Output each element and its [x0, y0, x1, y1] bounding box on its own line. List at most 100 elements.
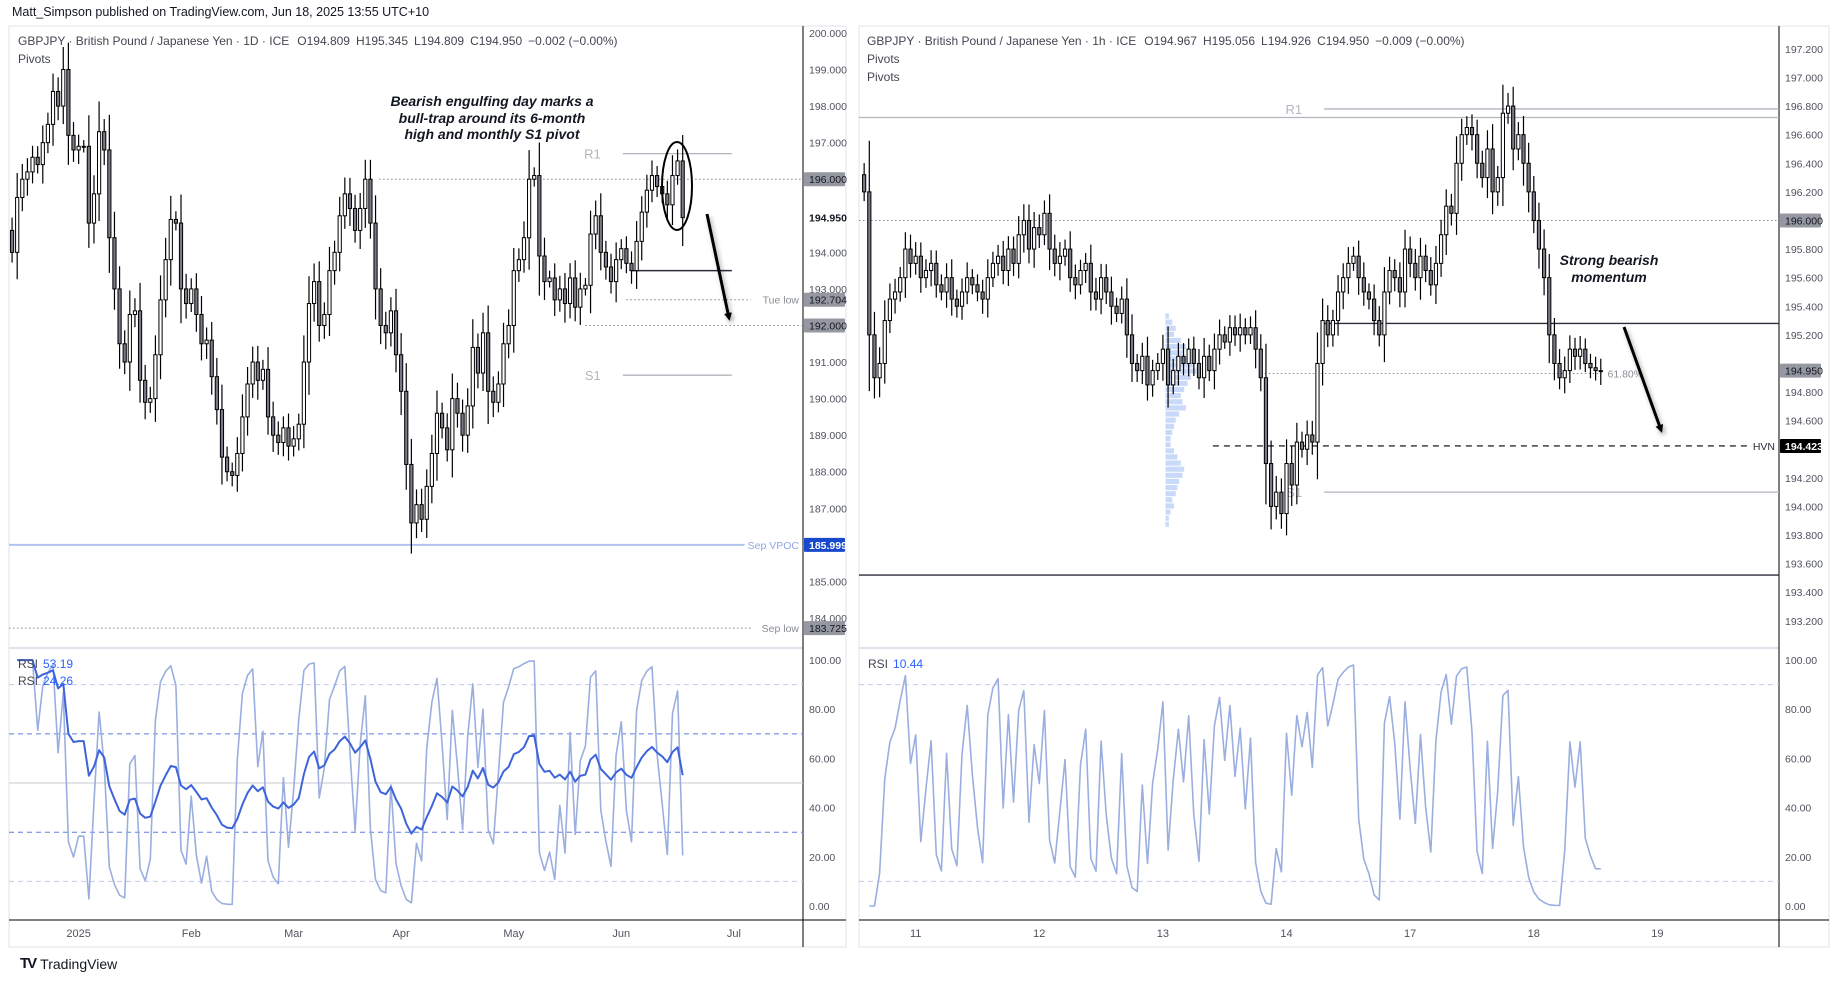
candle[interactable]: [608, 253, 614, 294]
candle[interactable]: [985, 259, 990, 318]
rsi-line-2[interactable]: [869, 664, 1601, 907]
candle[interactable]: [1531, 175, 1536, 234]
candle[interactable]: [184, 273, 189, 319]
candle[interactable]: [1093, 277, 1099, 311]
candle[interactable]: [81, 140, 86, 153]
candle[interactable]: [1155, 353, 1160, 380]
candle[interactable]: [1253, 310, 1258, 369]
rsi-legend[interactable]: RSI 10.44: [868, 657, 923, 671]
candle[interactable]: [352, 194, 358, 243]
candle[interactable]: [35, 146, 40, 174]
candle[interactable]: [990, 251, 996, 287]
candle[interactable]: [1284, 439, 1289, 536]
candle[interactable]: [1057, 242, 1062, 281]
candle[interactable]: [639, 196, 644, 261]
candle[interactable]: [1516, 122, 1521, 161]
candle[interactable]: [76, 134, 81, 165]
candle[interactable]: [1392, 259, 1397, 292]
indicator-pivots[interactable]: Pivots: [867, 52, 900, 66]
candle[interactable]: [1459, 118, 1464, 181]
candle[interactable]: [1001, 240, 1006, 285]
candle[interactable]: [1490, 124, 1495, 215]
candle[interactable]: [1449, 193, 1454, 226]
candle[interactable]: [1052, 234, 1057, 277]
candle[interactable]: [877, 347, 882, 398]
candle[interactable]: [1547, 254, 1552, 364]
candle[interactable]: [20, 163, 25, 212]
candle[interactable]: [573, 260, 578, 322]
candle[interactable]: [1526, 142, 1531, 213]
candle[interactable]: [61, 46, 66, 125]
candle[interactable]: [1140, 342, 1145, 385]
candle[interactable]: [265, 347, 271, 435]
candle[interactable]: [1351, 246, 1356, 271]
candle[interactable]: [908, 234, 913, 278]
candle[interactable]: [970, 269, 975, 295]
candle[interactable]: [872, 311, 877, 399]
price-tag[interactable]: 192.000: [804, 318, 847, 333]
candle[interactable]: [460, 399, 465, 452]
candle[interactable]: [1536, 202, 1542, 269]
candle[interactable]: [887, 283, 893, 334]
candle[interactable]: [898, 266, 903, 302]
price-tag[interactable]: 194.950: [1780, 363, 1823, 378]
indicator-pivots[interactable]: Pivots: [18, 52, 51, 66]
candle[interactable]: [204, 327, 209, 359]
candle[interactable]: [1408, 236, 1413, 278]
candle[interactable]: [465, 388, 470, 453]
candle[interactable]: [337, 196, 342, 272]
candle[interactable]: [107, 114, 112, 273]
candle[interactable]: [368, 159, 373, 239]
candle[interactable]: [552, 263, 557, 316]
candle[interactable]: [91, 175, 97, 244]
candle[interactable]: [644, 174, 649, 228]
candle[interactable]: [1583, 338, 1588, 373]
candle[interactable]: [117, 266, 122, 369]
candle[interactable]: [50, 73, 56, 146]
rsi-line-14[interactable]: [17, 659, 684, 835]
candle[interactable]: [393, 288, 399, 373]
candle[interactable]: [1222, 326, 1227, 349]
candle[interactable]: [1165, 326, 1171, 408]
candle[interactable]: [1294, 422, 1299, 505]
candle[interactable]: [1006, 236, 1011, 286]
candle[interactable]: [1073, 264, 1078, 300]
candle[interactable]: [470, 319, 475, 429]
candle[interactable]: [1356, 240, 1361, 295]
candle[interactable]: [40, 125, 45, 184]
candle[interactable]: [506, 309, 511, 359]
candle[interactable]: [1227, 315, 1232, 356]
price-tag[interactable]: 183.725: [804, 621, 847, 636]
candle[interactable]: [583, 277, 588, 296]
candle[interactable]: [593, 200, 598, 250]
candle[interactable]: [291, 425, 296, 457]
candle[interactable]: [148, 386, 153, 413]
candle[interactable]: [1315, 332, 1320, 480]
candle[interactable]: [1505, 92, 1511, 124]
candle[interactable]: [15, 173, 20, 280]
candle[interactable]: [56, 77, 61, 121]
candle[interactable]: [1083, 252, 1088, 284]
candle[interactable]: [1202, 337, 1207, 398]
price-tag[interactable]: 196.000: [804, 172, 847, 187]
candle[interactable]: [567, 263, 573, 319]
candle[interactable]: [173, 211, 178, 231]
candle[interactable]: [1377, 306, 1382, 347]
candle[interactable]: [1032, 211, 1037, 268]
candle[interactable]: [1521, 115, 1526, 186]
candle[interactable]: [867, 140, 872, 392]
candle[interactable]: [1088, 244, 1093, 311]
candle[interactable]: [1217, 319, 1222, 365]
candle[interactable]: [455, 382, 460, 428]
candle[interactable]: [1011, 236, 1016, 276]
candle[interactable]: [312, 263, 317, 322]
candle[interactable]: [1238, 313, 1243, 352]
candle[interactable]: [675, 149, 680, 185]
candle[interactable]: [1562, 356, 1567, 394]
candle[interactable]: [1145, 336, 1150, 401]
candle[interactable]: [45, 112, 51, 154]
candle[interactable]: [665, 180, 670, 221]
candle[interactable]: [1243, 318, 1248, 345]
candle[interactable]: [189, 278, 194, 313]
